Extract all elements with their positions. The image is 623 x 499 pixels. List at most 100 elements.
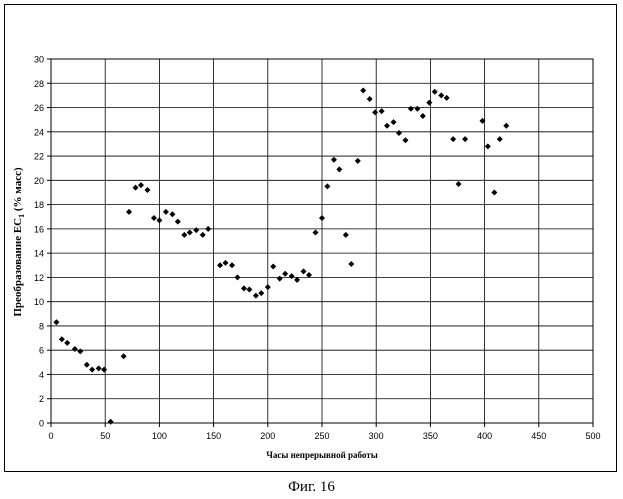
data-point <box>121 353 127 359</box>
y-axis-label: Преобразование EC1 (% масс) <box>12 167 26 317</box>
data-point <box>151 215 157 221</box>
data-point <box>77 348 83 354</box>
data-point <box>367 96 373 102</box>
y-tick-label: 16 <box>34 224 44 234</box>
data-point <box>324 183 330 189</box>
data-point <box>408 106 414 112</box>
data-point <box>265 284 271 290</box>
data-point <box>432 89 438 95</box>
data-point <box>282 271 288 277</box>
axes <box>47 59 593 427</box>
data-point <box>420 113 426 119</box>
x-tick-label: 450 <box>531 431 546 441</box>
x-tick-label: 50 <box>100 431 110 441</box>
y-axis-label-suffix: (% масс) <box>12 167 24 214</box>
data-point <box>384 123 390 129</box>
y-axis-label-main: Преобразование EC <box>12 218 24 317</box>
data-point <box>187 230 193 236</box>
data-point <box>241 285 247 291</box>
data-point <box>462 136 468 142</box>
data-point <box>444 95 450 101</box>
data-point <box>53 319 59 325</box>
data-point <box>205 226 211 232</box>
data-point <box>126 209 132 215</box>
data-point <box>138 182 144 188</box>
data-point <box>426 100 432 106</box>
x-axis-label: Часы непрерывной работы <box>266 450 377 460</box>
data-point <box>72 346 78 352</box>
data-point <box>331 157 337 163</box>
x-tick-label: 400 <box>477 431 492 441</box>
y-tick-label: 2 <box>39 394 44 404</box>
data-point <box>258 290 264 296</box>
data-point <box>379 108 385 114</box>
data-point <box>234 274 240 280</box>
data-point <box>217 262 223 268</box>
data-point <box>372 109 378 115</box>
y-tick-label: 20 <box>34 176 44 186</box>
x-tick-label: 200 <box>260 431 275 441</box>
data-point <box>491 189 497 195</box>
tick-labels: 0246810121416182022242628300501001502002… <box>34 55 601 442</box>
data-point <box>289 273 295 279</box>
data-point <box>193 227 199 233</box>
data-point <box>277 276 283 282</box>
data-point <box>343 232 349 238</box>
y-tick-label: 30 <box>34 55 44 65</box>
data-point <box>163 209 169 215</box>
data-point <box>108 419 114 425</box>
data-point <box>101 367 107 373</box>
data-point <box>223 260 229 266</box>
data-point <box>414 106 420 112</box>
data-point <box>503 123 509 129</box>
x-tick-label: 0 <box>48 431 53 441</box>
y-tick-label: 24 <box>34 127 44 137</box>
data-point <box>270 263 276 269</box>
y-tick-label: 28 <box>34 79 44 89</box>
data-point <box>319 215 325 221</box>
x-tick-label: 300 <box>369 431 384 441</box>
data-point <box>59 336 65 342</box>
data-point <box>497 136 503 142</box>
data-point <box>144 187 150 193</box>
x-tick-label: 100 <box>152 431 167 441</box>
data-point <box>450 136 456 142</box>
data-point <box>133 185 139 191</box>
data-point <box>89 367 95 373</box>
data-point <box>360 88 366 94</box>
y-tick-label: 8 <box>39 321 44 331</box>
y-tick-label: 10 <box>34 297 44 307</box>
data-point <box>156 217 162 223</box>
data-point <box>246 287 252 293</box>
figure-caption: Фиг. 16 <box>0 479 623 496</box>
y-tick-label: 0 <box>39 419 44 429</box>
data-point <box>96 365 102 371</box>
y-tick-label: 6 <box>39 346 44 356</box>
x-tick-label: 500 <box>585 431 600 441</box>
data-point <box>181 232 187 238</box>
data-point <box>336 166 342 172</box>
data-point <box>312 230 318 236</box>
y-tick-label: 22 <box>34 152 44 162</box>
data-point <box>402 137 408 143</box>
data-point <box>391 119 397 125</box>
data-point <box>175 219 181 225</box>
data-point <box>396 130 402 136</box>
data-point <box>229 262 235 268</box>
y-tick-label: 26 <box>34 103 44 113</box>
y-tick-label: 4 <box>39 370 44 380</box>
data-point <box>84 362 90 368</box>
y-tick-label: 14 <box>34 249 44 259</box>
data-point <box>64 340 70 346</box>
data-point <box>301 268 307 274</box>
data-point <box>485 143 491 149</box>
data-point <box>456 181 462 187</box>
y-tick-label: 12 <box>34 273 44 283</box>
x-tick-label: 250 <box>314 431 329 441</box>
data-point <box>438 92 444 98</box>
grid <box>51 59 593 423</box>
x-tick-label: 150 <box>206 431 221 441</box>
data-point <box>253 293 259 299</box>
data-point <box>348 261 354 267</box>
